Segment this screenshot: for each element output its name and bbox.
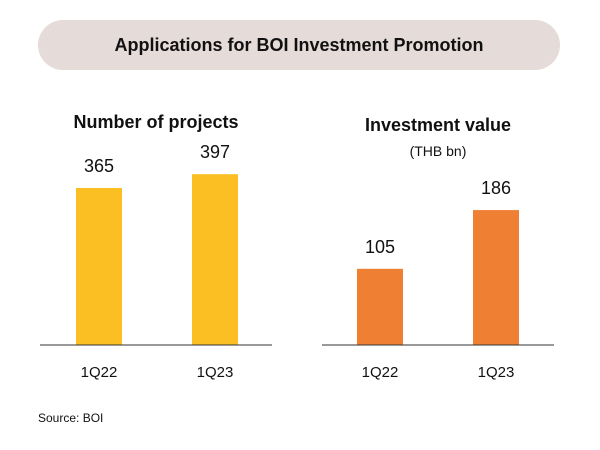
bar-projects-1Q23 bbox=[192, 174, 238, 345]
bar-projects-1Q22 bbox=[76, 187, 122, 345]
bar-investment-1Q22 bbox=[357, 268, 403, 345]
tick-label-investment-1Q22: 1Q22 bbox=[362, 364, 399, 381]
data-label-investment-1Q22: 105 bbox=[365, 237, 395, 257]
bar-investment-1Q23 bbox=[473, 210, 519, 345]
tick-label-projects-1Q23: 1Q23 bbox=[197, 364, 234, 381]
source-note: Source: BOI bbox=[38, 411, 104, 425]
page-title: Applications for BOI Investment Promotio… bbox=[114, 34, 484, 55]
chart-title-projects: Number of projects bbox=[73, 112, 239, 132]
title-banner: Applications for BOI Investment Promotio… bbox=[38, 20, 560, 70]
data-label-projects-1Q23: 397 bbox=[200, 142, 230, 162]
data-label-investment-1Q23: 186 bbox=[481, 178, 511, 198]
chart-title-investment: Investment value bbox=[364, 115, 512, 135]
tick-label-projects-1Q22: 1Q22 bbox=[81, 364, 118, 381]
tick-label-investment-1Q23: 1Q23 bbox=[478, 364, 515, 381]
chart-subtitle-investment: (THB bn) bbox=[409, 143, 467, 159]
data-label-projects-1Q22: 365 bbox=[84, 156, 114, 176]
